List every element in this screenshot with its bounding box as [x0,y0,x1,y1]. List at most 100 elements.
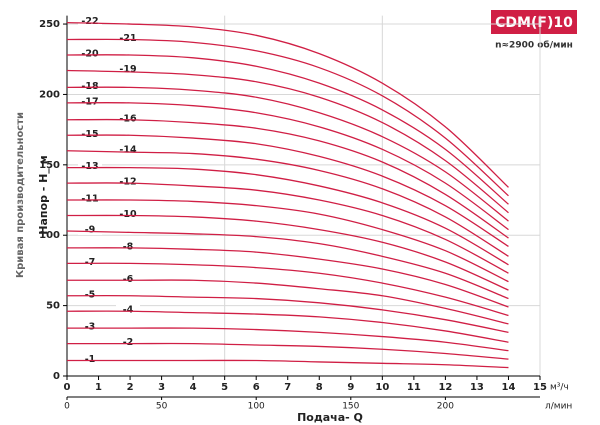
subtitle: n≈2900 об/мин [495,40,573,51]
pump-curve [66,214,509,291]
y-tick-label: 0 [53,371,60,382]
curve-labels: -1 -2 -3 -4 -5 -6 -7 -8 -9 -10 -11 -12 -13 -14 -15 -16 -… [78,15,140,365]
x-tick-label: 7 [284,382,291,393]
curve-label-bg [116,240,140,252]
y-tick-label: 150 [39,160,60,171]
pump-curve [66,327,509,352]
curve-label-bg [116,32,140,44]
curve-label: -5 [85,289,96,300]
curve-label: -9 [85,224,96,235]
pump-curve [66,230,509,300]
x-tick-label: 5 [221,382,228,393]
curve-label: -1 [85,354,96,365]
x-tick-label: 3 [158,382,165,393]
curve-label-bg [116,336,140,348]
x-tick-label: 15 [533,382,547,393]
x-tick-label: 6 [253,382,260,393]
y-tick-label: 100 [39,230,60,241]
curve-label-bg [78,353,102,365]
curve-label: -12 [119,177,136,188]
curve-label: -6 [123,274,134,285]
y-tick-label: 50 [46,301,60,312]
x-tick-label: 12 [438,382,452,393]
curve-label: -22 [81,16,98,27]
curve-label-bg [78,193,102,205]
x2-tick-label: 100 [248,402,265,412]
pump-curve [66,310,509,343]
y-tick-label: 200 [39,89,60,100]
curve-label-bg [78,256,102,268]
x2-unit: л/мин [545,402,572,412]
curve-label: -21 [119,33,136,44]
curve-label-bg [116,63,140,75]
pump-curve [66,295,509,333]
curve-label: -10 [119,209,137,220]
pump-curve [66,54,509,205]
x-tick-label: 8 [316,382,323,393]
pump-curve [67,279,509,325]
curve-label-bg [78,321,102,333]
pump-curve [66,262,509,317]
x-axis-label: Подача- Q [297,411,363,424]
curve-label: -17 [81,96,98,107]
y-axis-label: Напор - H_ м [37,155,50,234]
badge: CDM(F)10 [495,15,573,31]
pump-curve [66,182,509,274]
x-tick-label: 13 [470,382,484,393]
badge-box [491,10,577,34]
curve-label: -18 [81,81,99,92]
curve-label: -7 [85,257,96,268]
curve-label-bg [116,273,140,285]
y-tick-label: 250 [39,19,60,30]
x-tick-label: 0 [64,382,71,393]
curve-label-bg [116,208,140,220]
curve-label: -11 [81,194,98,205]
pump-curve [66,69,509,214]
pump-curve [66,247,509,308]
pump-curve [66,102,509,231]
curve-label-bg [78,160,102,172]
pump-curve [66,134,509,248]
curve-label-bg [78,223,102,235]
curve-label: -2 [123,337,134,348]
curve-label: -16 [119,113,137,124]
pump-curve [67,359,509,369]
x-tick-label: 9 [347,382,354,393]
x-tick-label: 2 [127,382,134,393]
curve-label: -14 [119,144,137,155]
curve-label: -13 [81,161,98,172]
side-label: Кривая производительности [15,112,26,278]
curve-label-bg [78,128,102,140]
curve-label: -4 [123,305,134,316]
x-tick-label: 4 [190,382,197,393]
x-tick-label: 10 [375,382,389,393]
pump-curve [66,118,509,239]
pump-curve [67,342,509,360]
curve-label-bg [78,80,102,92]
x-tick-label: 14 [502,382,516,393]
curve-label-bg [116,176,140,188]
curve-label-bg [116,304,140,316]
pump-curve [66,150,509,257]
x2-tick-label: 0 [64,402,70,412]
curve-label: -15 [81,129,98,140]
curve-label-bg [116,112,140,124]
curve-label-bg [78,95,102,107]
curve-label-bg [78,288,102,300]
x-tick-label: 11 [407,382,421,393]
curve-label-bg [78,48,102,60]
curve-label: -8 [123,241,134,252]
x-unit: м³/ч [550,383,569,393]
curve-label-bg [78,15,102,27]
x2-tick-label: 150 [342,402,359,412]
x-tick-label: 1 [95,382,102,393]
curve-label: -3 [85,322,96,333]
pump-curve [66,38,509,197]
x2-tick-label: 200 [437,402,454,412]
x2-tick-label: 50 [156,402,168,412]
curve-label: -20 [81,49,99,60]
pump-curve [66,166,509,266]
pump-curve [66,86,509,222]
pump-curve [66,199,509,283]
